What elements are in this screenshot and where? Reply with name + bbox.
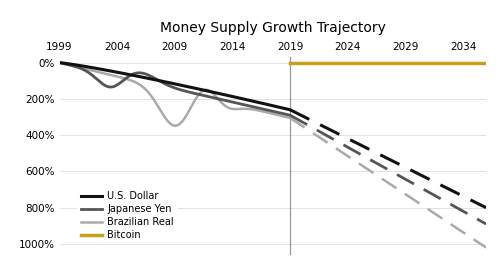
Legend: U.S. Dollar, Japanese Yen, Brazilian Real, Bitcoin: U.S. Dollar, Japanese Yen, Brazilian Rea… xyxy=(77,187,178,244)
Title: Money Supply Growth Trajectory: Money Supply Growth Trajectory xyxy=(160,21,386,35)
